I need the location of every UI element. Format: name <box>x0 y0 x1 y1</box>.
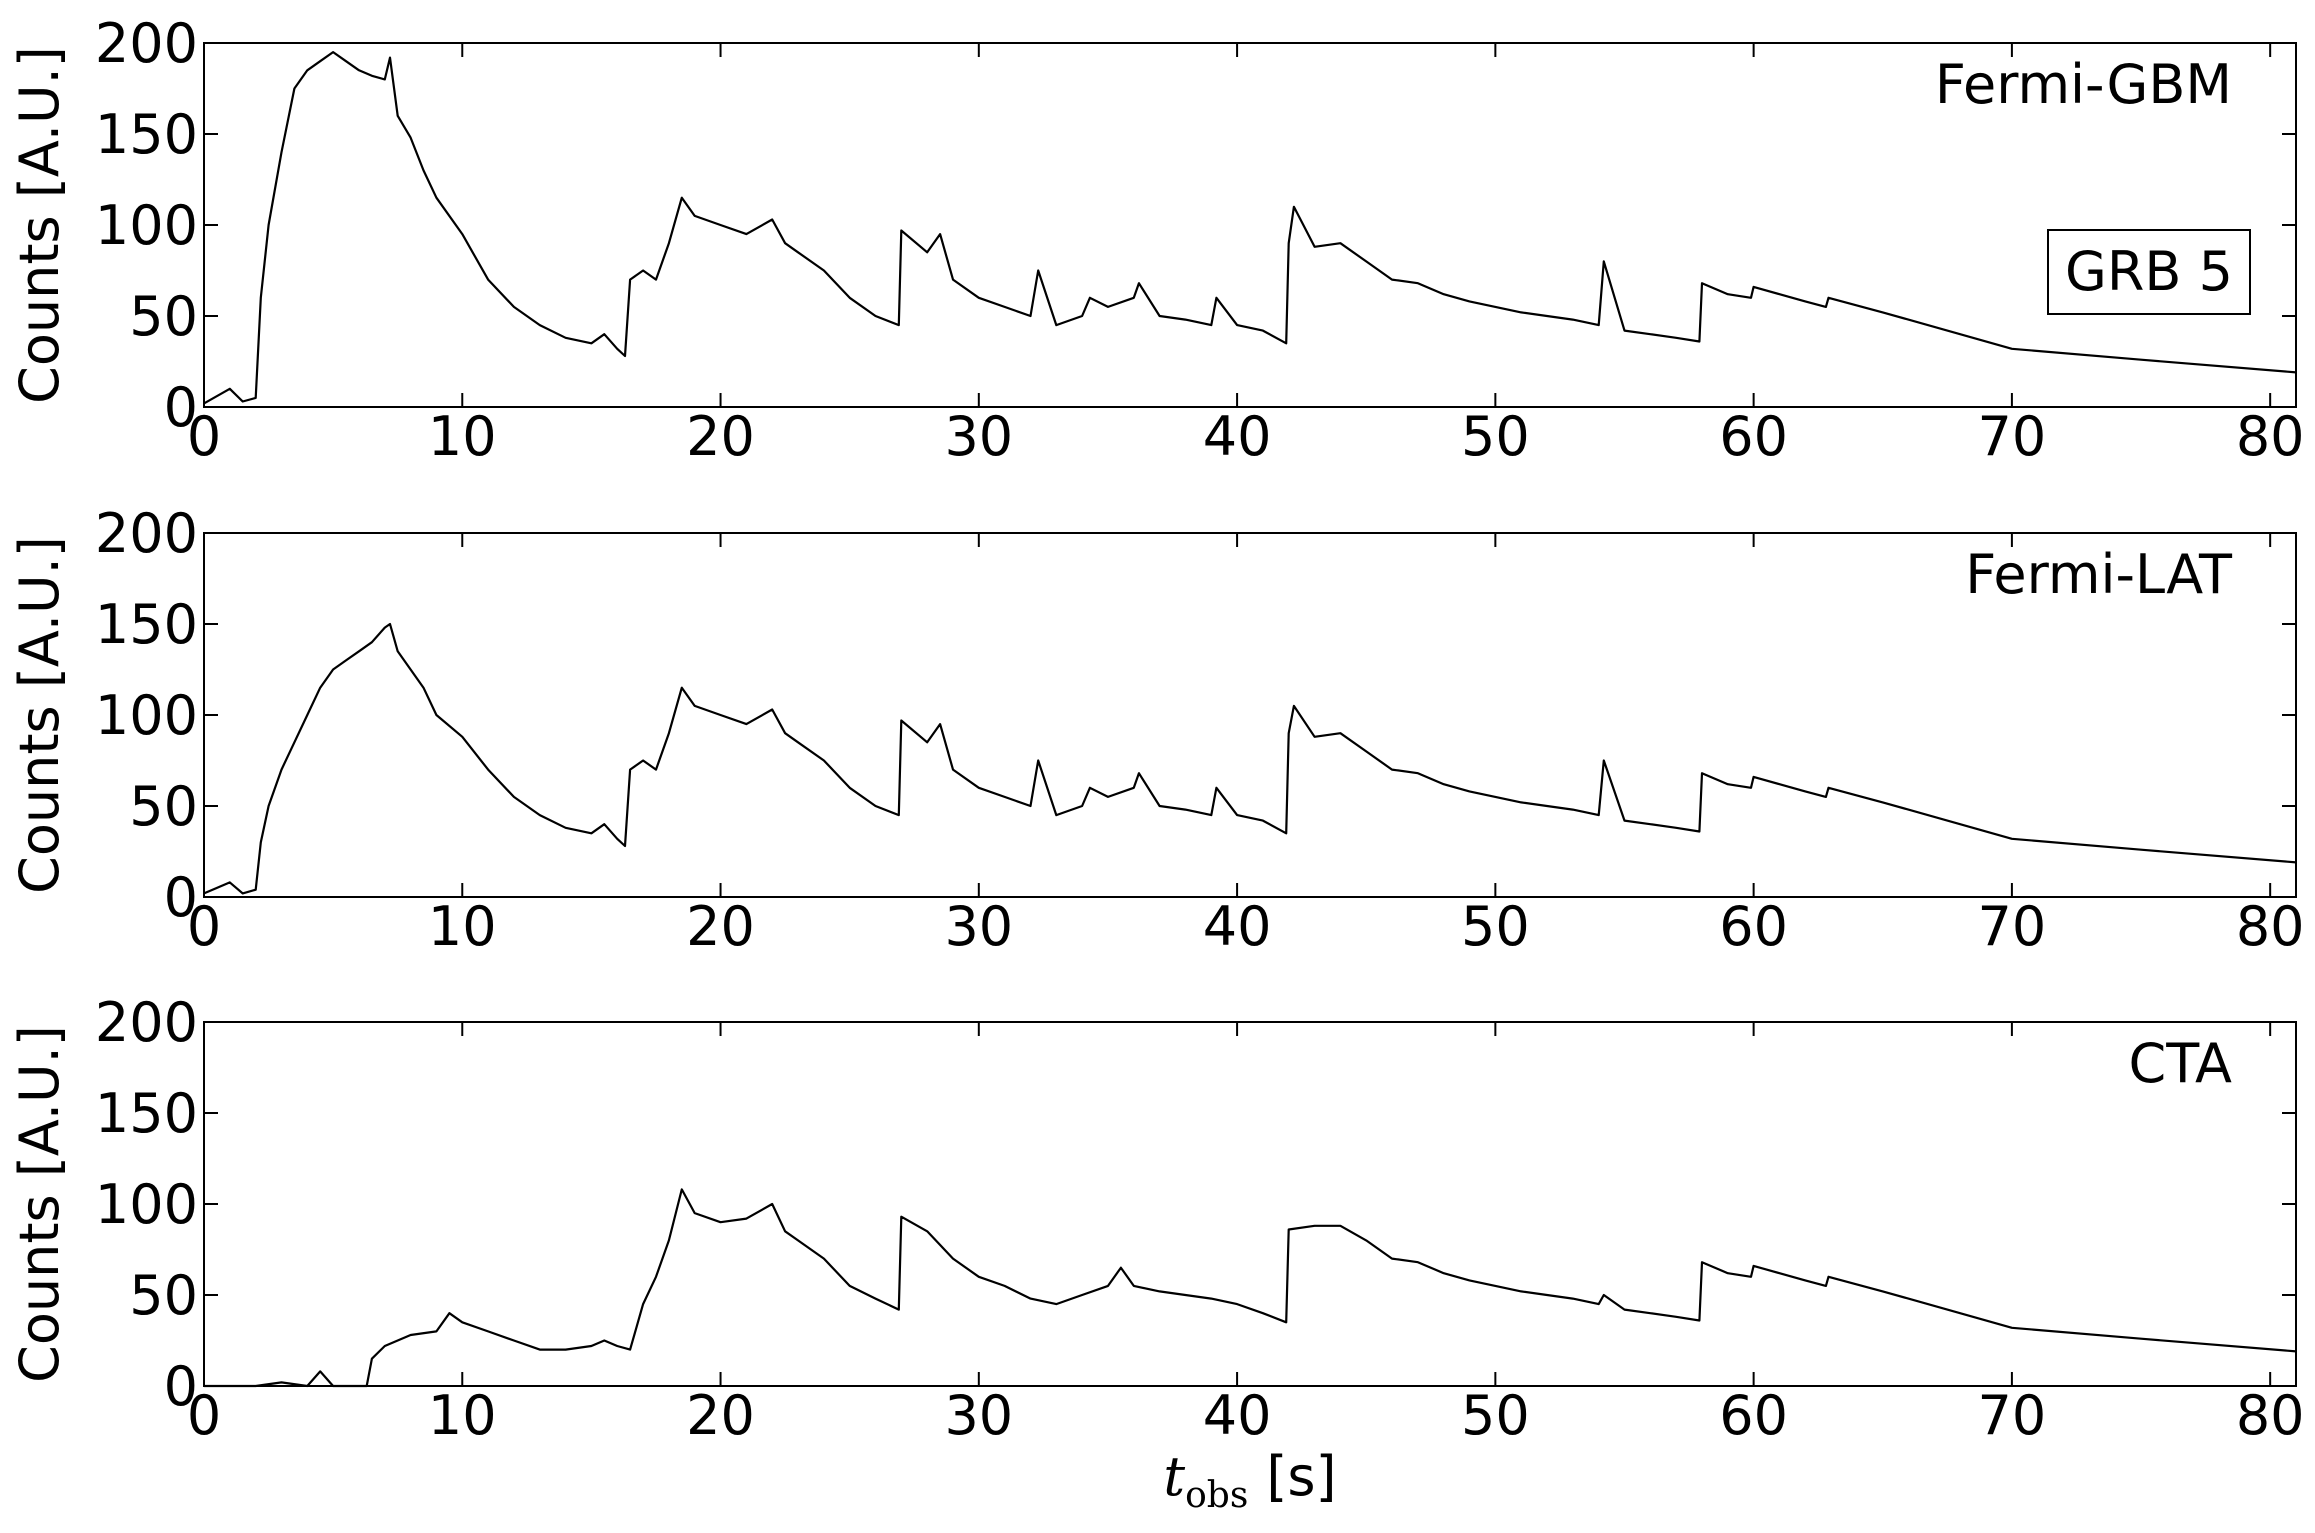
x-tick-label: 50 <box>1461 1384 1530 1447</box>
x-tick-label: 50 <box>1461 405 1530 468</box>
y-tick-label: 0 <box>164 1355 198 1418</box>
data-line <box>203 622 2297 895</box>
y-tick-label: 0 <box>164 376 198 439</box>
x-tick-label: 30 <box>944 1384 1013 1447</box>
y-tick-label: 150 <box>95 1082 198 1145</box>
x-tick-label: 0 <box>187 1384 221 1447</box>
x-tick-label: 30 <box>944 895 1013 958</box>
x-tick-label: 60 <box>1719 895 1788 958</box>
x-tick-label: 70 <box>1978 1384 2047 1447</box>
y-tick-label: 100 <box>95 1173 198 1236</box>
y-axis-label: Counts [A.U.] <box>8 1025 71 1383</box>
x-tick-label: 70 <box>1978 405 2047 468</box>
x-axis-label: tobs [s] <box>1163 1445 1336 1516</box>
annotation: Fermi-LAT <box>1965 543 2233 606</box>
x-tick-label: 0 <box>187 895 221 958</box>
plot-frame <box>203 1021 2297 1387</box>
y-axis-label: Counts [A.U.] <box>8 46 71 404</box>
y-tick-label: 200 <box>95 502 198 565</box>
annotation: Fermi-GBM <box>1935 53 2232 116</box>
x-label-unit: [s] <box>1266 1445 1336 1508</box>
y-tick-label: 50 <box>129 285 198 348</box>
data-line <box>203 51 2297 405</box>
y-tick-label: 150 <box>95 593 198 656</box>
x-tick-label: 30 <box>944 405 1013 468</box>
x-tick-label: 20 <box>686 405 755 468</box>
x-tick-label: 80 <box>2236 895 2305 958</box>
label-box <box>2047 229 2251 315</box>
data-line <box>204 1188 2297 1388</box>
y-tick-label: 100 <box>95 194 198 257</box>
y-tick-label: 0 <box>164 866 198 929</box>
x-label-subscript: obs <box>1185 1475 1248 1516</box>
y-tick-label: 50 <box>129 1264 198 1327</box>
x-tick-label: 60 <box>1719 405 1788 468</box>
x-tick-label: 80 <box>2236 405 2305 468</box>
y-tick-label: 50 <box>129 775 198 838</box>
x-tick-label: 50 <box>1461 895 1530 958</box>
box-label: GRB 5 <box>2065 240 2233 303</box>
x-tick-label: 10 <box>428 1384 497 1447</box>
x-tick-label: 40 <box>1203 405 1272 468</box>
x-tick-label: 20 <box>686 895 755 958</box>
x-tick-label: 60 <box>1719 1384 1788 1447</box>
x-tick-label: 40 <box>1203 1384 1272 1447</box>
y-tick-label: 100 <box>95 684 198 747</box>
y-tick-label: 200 <box>95 991 198 1054</box>
y-axis-label: Counts [A.U.] <box>8 536 71 894</box>
x-tick-label: 80 <box>2236 1384 2305 1447</box>
y-tick-label: 150 <box>95 103 198 166</box>
x-tick-label: 40 <box>1203 895 1272 958</box>
y-tick-label: 200 <box>95 12 198 75</box>
x-tick-label: 10 <box>428 895 497 958</box>
x-tick-label: 0 <box>187 405 221 468</box>
x-label-symbol: t <box>1163 1445 1185 1508</box>
x-tick-label: 20 <box>686 1384 755 1447</box>
x-tick-label: 70 <box>1978 895 2047 958</box>
x-tick-label: 10 <box>428 405 497 468</box>
annotation: CTA <box>2129 1032 2232 1095</box>
